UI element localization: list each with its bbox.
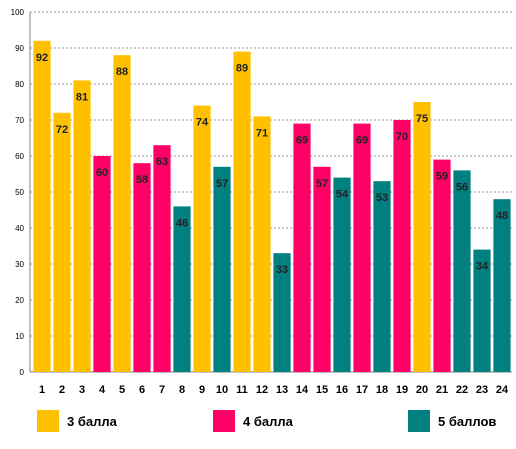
bar [213,166,231,372]
y-tick-label: 50 [15,188,24,197]
x-tick-label: 20 [416,384,428,396]
legend-swatch-4 [213,410,235,432]
bar [373,181,391,372]
bar [453,170,471,372]
bar [413,102,431,372]
x-tick-label: 10 [216,384,228,396]
x-tick-label: 3 [79,384,85,396]
bar [273,253,291,372]
data-label: 88 [116,66,128,78]
bar [133,163,151,372]
data-label: 53 [376,192,388,204]
data-label: 54 [336,189,349,201]
y-tick-label: 90 [15,44,24,53]
y-tick-label: 30 [15,260,24,269]
data-labels: 92 72 81 60 88 58 63 46 74 57 89 71 33 69 57 54 69 53 70 75… [36,52,508,276]
x-tick-label: 18 [376,384,388,396]
bar [293,123,311,372]
y-tick-label: 0 [20,368,25,377]
y-tick-label: 10 [15,332,24,341]
x-tick-label: 2 [59,384,65,396]
x-tick-label: 7 [159,384,165,396]
x-tick-label: 24 [496,384,509,396]
x-tick-label: 16 [336,384,348,396]
data-label: 70 [396,131,408,143]
y-tick-label: 20 [15,296,24,305]
bar [73,80,91,373]
bar [173,206,191,372]
x-tick-label: 22 [456,384,468,396]
legend-swatch-3 [37,410,59,432]
legend-label-4: 4 балла [243,413,293,429]
data-label: 89 [236,63,248,75]
legend-item-3: 3 балла [37,410,117,432]
data-label: 46 [176,217,188,229]
legend-item-4: 4 балла [213,410,293,432]
x-tick-label: 23 [476,384,488,396]
bar [233,51,251,372]
legend-swatch-5 [408,410,430,432]
data-label: 69 [356,135,368,147]
x-tick-label: 13 [276,384,288,396]
bar [113,55,131,372]
bar [93,156,111,372]
bar [333,177,351,372]
data-label: 63 [156,156,168,168]
x-tick-label: 5 [119,384,125,396]
data-label: 81 [76,91,88,103]
bar [153,145,171,372]
bar [433,159,451,372]
data-label: 72 [56,124,68,136]
x-tick-label: 11 [236,384,248,396]
x-tick-label: 21 [436,384,448,396]
bar [473,249,491,372]
data-label: 92 [36,52,48,64]
x-tick-label: 4 [99,384,106,396]
x-tick-label: 15 [316,384,328,396]
bar [253,116,271,373]
x-tick-label: 1 [39,384,45,396]
data-label: 75 [416,113,428,125]
x-axis: 1 2 3 4 5 6 7 8 9 10 11 12 13 14 15 16 17 18 19 20 21 22 23 24 [39,384,509,396]
data-label: 58 [136,174,148,186]
data-label: 57 [316,178,328,190]
x-tick-label: 6 [139,384,145,396]
x-tick-label: 14 [296,384,309,396]
y-tick-label: 60 [15,152,24,161]
y-tick-label: 80 [15,80,24,89]
data-label: 59 [436,171,448,183]
data-label: 34 [476,261,489,273]
legend-label-3: 3 балла [67,413,117,429]
bar [353,123,371,372]
x-tick-label: 19 [396,384,408,396]
x-tick-label: 12 [256,384,268,396]
bar [313,166,331,372]
bar [53,112,71,373]
legend-item-5: 5 баллов [408,410,496,432]
data-label: 48 [496,210,508,222]
x-tick-label: 9 [199,384,205,396]
bar [33,40,51,373]
y-tick-label: 100 [11,8,25,17]
data-label: 33 [276,264,288,276]
x-tick-label: 17 [356,384,368,396]
x-tick-label: 8 [179,384,185,396]
legend-label-5: 5 баллов [438,413,497,429]
bar [493,199,511,372]
data-label: 69 [296,135,308,147]
data-label: 74 [196,117,209,129]
data-label: 60 [96,167,108,179]
y-tick-label: 40 [15,224,24,233]
bars [33,40,511,373]
data-label: 56 [456,181,468,193]
bar [193,105,211,372]
data-label: 57 [216,178,228,190]
bar [393,120,411,372]
y-tick-label: 70 [15,116,24,125]
data-label: 71 [256,127,268,139]
